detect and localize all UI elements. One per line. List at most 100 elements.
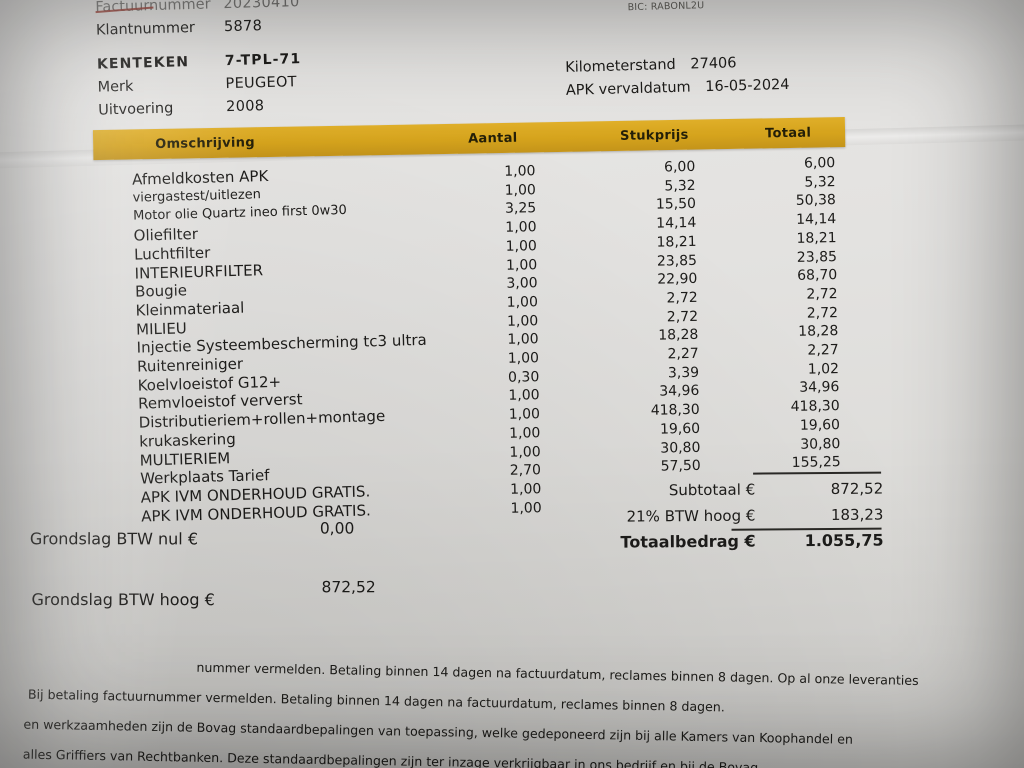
line-item-totaal: 5,32: [804, 173, 836, 191]
kenteken-value: 7-TPL-71: [224, 51, 302, 70]
kilometerstand-label: Kilometerstand: [565, 56, 677, 76]
grondslag-nul-value: 0,00: [319, 519, 355, 538]
line-item-stukprijs: 57,50: [660, 458, 701, 475]
merk-label: Merk: [97, 78, 134, 96]
kilometerstand-value: 27406: [690, 55, 737, 73]
customer-meta-block: Factuurnummer 20230410 Klantnummer 5878 …: [95, 0, 428, 124]
currency-symbol-total: €: [744, 531, 756, 551]
line-item-totaal: 68,70: [797, 267, 838, 285]
btw-row: 21% BTW hoog € 183,23: [563, 502, 883, 531]
line-item-totaal: 23,85: [796, 248, 838, 266]
bic-line: BIC: RABONL2U: [627, 0, 705, 14]
terms-and-conditions: nummer vermelden. Betaling binnen 14 dag…: [23, 650, 919, 768]
table-body: Afmeldkosten APK viergastest/uitlezen Moto…: [94, 151, 855, 525]
line-item-aantal: 1,00: [507, 350, 540, 367]
grondslag-nul-label: Grondslag BTW nul €: [29, 529, 199, 549]
klantnummer-label: Klantnummer: [95, 19, 196, 39]
column-header-omschrijving: Omschrijving: [155, 135, 256, 153]
line-item-stukprijs: 34,96: [659, 383, 700, 401]
line-item-aantal: 1,00: [505, 256, 538, 274]
grondslag-hoog-row: Grondslag BTW hoog € 872,52: [31, 578, 375, 610]
line-item-totaal: 2,27: [807, 342, 839, 359]
line-item-aantal: 1,00: [506, 294, 539, 311]
line-item-aantal: 1,00: [508, 387, 540, 405]
subtotaal-label: Subtotaal €: [669, 476, 766, 503]
apk-label: APK vervaldatum: [565, 79, 691, 99]
line-item-totaal: 14,14: [796, 211, 837, 228]
klantnummer-value: 5878: [223, 18, 263, 36]
totaalbedrag-value: 1.055,75: [804, 530, 884, 551]
subtotaal-label-text: Subtotaal: [668, 480, 741, 500]
line-item-totaal: 50,38: [795, 192, 837, 210]
btw-label-text: 21% BTW hoog: [626, 506, 742, 526]
grondslag-hoog-label: Grondslag BTW hoog €: [31, 590, 215, 610]
currency-symbol-btw: €: [745, 506, 756, 525]
line-item-totaal: 2,72: [806, 304, 839, 322]
column-header-aantal: Aantal: [468, 130, 518, 147]
line-item-totaal: 34,96: [799, 379, 840, 397]
line-item-stukprijs: 6,00: [663, 158, 696, 176]
line-item-stukprijs: 30,80: [660, 439, 701, 457]
line-item-totaal: 18,21: [796, 229, 837, 247]
totals-block: Subtotaal € 872,52 21% BTW hoog € 183,23…: [563, 471, 884, 557]
line-item-aantal: 1,00: [509, 443, 541, 461]
column-header-totaal: Totaal: [764, 125, 812, 142]
kenteken-label: KENTEKEN: [96, 54, 190, 73]
uitvoering-value: 2008: [225, 98, 265, 116]
grondslag-nul-row: Grondslag BTW nul € 0,00: [29, 519, 355, 549]
line-item-stukprijs: 2,72: [666, 308, 699, 326]
line-items-table: Omschrijving Aantal Stukprijs Totaal Afm…: [92, 113, 855, 525]
line-item-totaal: 6,00: [803, 155, 836, 172]
line-item-aantal: 1,00: [510, 499, 542, 517]
line-item-stukprijs: 19,60: [659, 420, 701, 438]
line-item-aantal: 1,00: [508, 425, 541, 442]
subtotaal-value: 872,52: [830, 479, 884, 498]
line-item-aantal: 0,30: [507, 368, 540, 386]
line-item-totaal: 418,30: [790, 398, 840, 416]
currency-symbol-subtotaal: €: [745, 480, 756, 499]
line-item-aantal: 1,00: [505, 219, 537, 236]
line-item-stukprijs: 14,14: [656, 214, 697, 232]
line-item-aantal: 1,00: [506, 312, 539, 330]
column-header-stukprijs: Stukprijs: [619, 127, 689, 144]
line-item-totaal: 19,60: [799, 416, 841, 434]
line-item-aantal: 1,00: [510, 481, 542, 498]
apk-value: 16-05-2024: [705, 76, 790, 96]
subtotaal-row: Subtotaal € 872,52: [563, 476, 884, 505]
line-item-totaal: 2,72: [806, 286, 838, 303]
btw-value: 183,23: [830, 505, 884, 524]
line-item-aantal: 3,25: [504, 200, 537, 218]
line-item-totaal: 18,28: [798, 323, 839, 341]
uitvoering-label: Uitvoering: [98, 100, 174, 119]
line-item-stukprijs: 18,28: [658, 327, 699, 344]
line-item-stukprijs: 18,21: [656, 233, 697, 251]
stukprijs-column: 6,00 5,32 15,50 14,14 18,21 23,85 22,90 2,72 2,7…: [595, 158, 701, 478]
line-item-stukprijs: 23,85: [656, 252, 698, 270]
factuurnummer-value: 20230410: [223, 0, 300, 13]
line-item-totaal: 30,80: [800, 435, 841, 453]
line-item-stukprijs: 22,90: [657, 271, 698, 288]
line-item-stukprijs: 2,27: [667, 345, 699, 363]
line-item-aantal: 2,70: [509, 462, 542, 479]
line-item-stukprijs: 3,39: [667, 364, 700, 382]
totaal-column: 6,00 5,32 50,38 14,14 18,21 23,85 68,70 2,72 2,7…: [735, 154, 841, 474]
totaalbedrag-row: Totaalbedrag € 1.055,75: [564, 528, 884, 557]
vehicle-readings-block: Kilometerstand 27406 APK vervaldatum 16-…: [565, 51, 790, 103]
totaalbedrag-label: Totaalbedrag €: [620, 528, 765, 555]
description-column: Afmeldkosten APK viergastest/uitlezen Moto…: [132, 162, 471, 526]
line-item-stukprijs: 15,50: [655, 196, 697, 214]
grondslag-hoog-value: 872,52: [321, 578, 376, 597]
merk-value: PEUGEOT: [225, 74, 298, 93]
line-item-aantal: 1,00: [504, 181, 536, 199]
bank-details-block: K.v.K. 11008237088 IBAN NL87RABO0940940?…: [627, 0, 763, 14]
totaalbedrag-label-text: Totaalbedrag: [620, 531, 739, 552]
line-item-aantal: 1,00: [504, 163, 536, 180]
line-item-aantal: 3,00: [506, 275, 538, 292]
btw-label: 21% BTW hoog €: [626, 502, 765, 529]
line-item-aantal: 1,00: [505, 238, 538, 255]
line-item-totaal: 155,25: [791, 454, 841, 472]
line-item-aantal: 1,00: [507, 331, 539, 349]
